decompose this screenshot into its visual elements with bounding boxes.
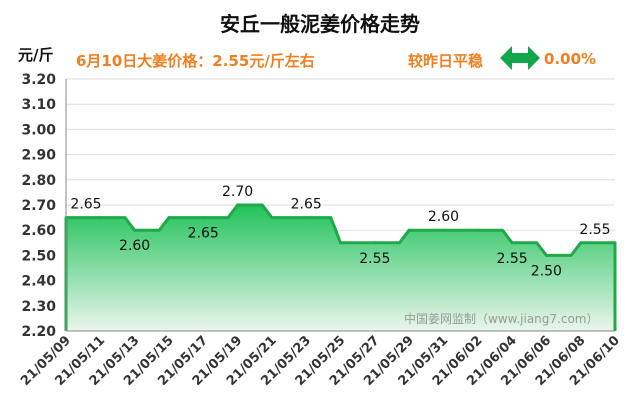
data-label: 2.65 bbox=[291, 197, 322, 213]
price-note: 6月10日大姜价格：2.55元/斤左右 bbox=[76, 52, 315, 70]
y-tick-label: 2.60 bbox=[21, 223, 56, 239]
data-label: 2.55 bbox=[359, 251, 390, 267]
data-label: 2.70 bbox=[222, 184, 253, 200]
data-point bbox=[441, 228, 445, 232]
y-tick-label: 2.70 bbox=[21, 198, 56, 214]
data-label: 2.65 bbox=[70, 197, 101, 213]
data-point bbox=[167, 216, 171, 220]
data-point bbox=[373, 241, 377, 245]
y-axis-unit: 元/斤 bbox=[18, 46, 54, 64]
change-label: 较昨日平稳 bbox=[408, 52, 484, 70]
data-point bbox=[201, 216, 205, 220]
data-label: 2.55 bbox=[496, 251, 527, 267]
data-point bbox=[304, 216, 308, 220]
y-tick-label: 3.20 bbox=[21, 72, 56, 88]
y-tick-label: 3.10 bbox=[21, 97, 56, 113]
data-point bbox=[236, 203, 240, 207]
data-point bbox=[339, 241, 342, 245]
chart-title: 安丘一般泥姜价格走势 bbox=[220, 12, 420, 36]
change-value: 0.00% bbox=[544, 50, 597, 68]
price-line bbox=[66, 203, 615, 257]
price-area bbox=[66, 205, 615, 331]
y-tick-label: 2.40 bbox=[21, 274, 56, 290]
data-label: 2.60 bbox=[119, 238, 150, 254]
data-label: 2.60 bbox=[428, 209, 459, 225]
data-point bbox=[544, 253, 548, 257]
data-point bbox=[476, 228, 480, 232]
y-tick-label: 2.90 bbox=[21, 148, 56, 164]
data-point bbox=[98, 216, 102, 220]
y-tick-label: 3.00 bbox=[21, 122, 56, 138]
data-label: 2.65 bbox=[188, 226, 219, 242]
double-arrow-icon bbox=[500, 46, 540, 70]
y-tick-label: 2.30 bbox=[21, 299, 56, 315]
data-point bbox=[407, 228, 411, 232]
watermark: 中国姜网监制（www.jiang7.com） bbox=[404, 311, 598, 326]
data-point bbox=[133, 228, 137, 232]
y-tick-label: 2.20 bbox=[21, 324, 56, 340]
data-point bbox=[510, 241, 514, 245]
y-tick-label: 2.50 bbox=[21, 248, 56, 264]
data-point bbox=[579, 241, 583, 245]
data-point bbox=[270, 216, 274, 220]
data-point bbox=[613, 241, 617, 245]
data-label: 2.50 bbox=[531, 263, 562, 279]
y-tick-label: 2.80 bbox=[21, 173, 56, 189]
data-label: 2.55 bbox=[579, 222, 610, 238]
